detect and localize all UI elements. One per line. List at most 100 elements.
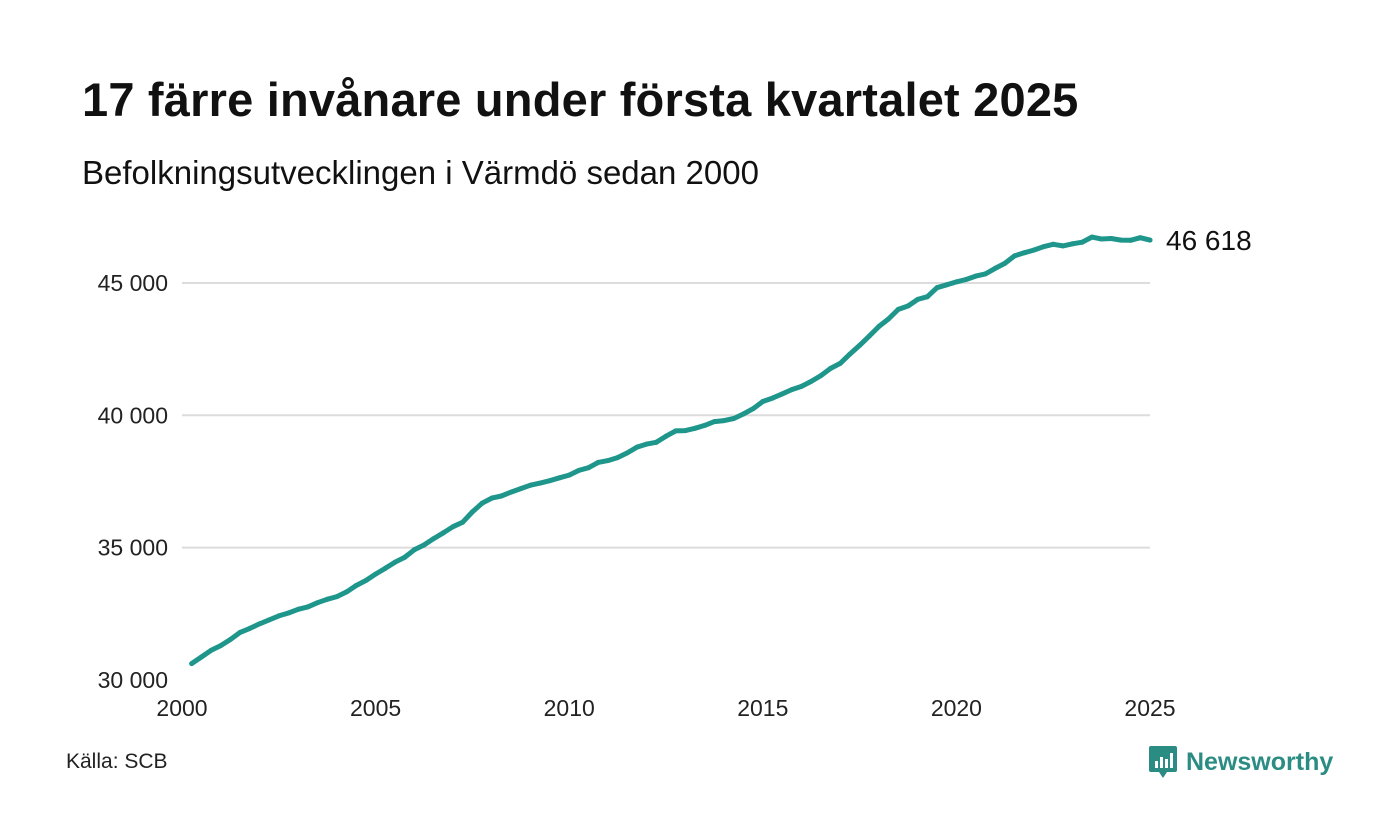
data-point [731, 416, 737, 421]
data-point [198, 654, 204, 660]
data-point [208, 647, 214, 653]
data-point [905, 303, 911, 309]
data-point [1031, 247, 1037, 253]
data-point [547, 478, 553, 484]
data-point [857, 342, 863, 348]
data-point [1012, 253, 1017, 259]
data-point [992, 265, 998, 271]
data-point [344, 589, 350, 595]
data-point [1060, 243, 1066, 249]
data-point [402, 554, 408, 560]
data-point [440, 530, 446, 536]
data-point [295, 606, 301, 612]
data-point [479, 500, 485, 506]
y-tick-label: 40 000 [98, 402, 168, 428]
data-point [886, 316, 892, 322]
data-point [431, 536, 437, 542]
data-point [615, 455, 621, 461]
data-point [924, 294, 930, 300]
data-point [363, 578, 369, 583]
data-point [508, 489, 514, 495]
data-point [489, 495, 495, 501]
chart-subtitle: Befolkningsutvecklingen i Värmdö sedan 2… [82, 154, 759, 191]
data-point [1050, 241, 1056, 247]
chart-title: 17 färre invånare under första kvartalet… [82, 73, 1079, 126]
data-point [498, 493, 504, 499]
data-point [276, 613, 282, 619]
data-point [1002, 260, 1008, 266]
data-point [566, 472, 572, 478]
data-points [189, 234, 1153, 667]
data-point [469, 509, 475, 515]
data-point [653, 439, 659, 445]
data-point [1021, 250, 1027, 256]
data-point [286, 610, 291, 616]
data-point [421, 542, 427, 548]
y-axis-tick-labels: 30 000 35 000 40 000 45 000 [98, 270, 168, 693]
data-point [1041, 244, 1046, 250]
data-point [373, 571, 379, 577]
data-point [702, 422, 708, 428]
data-point [1099, 236, 1105, 242]
data-point [944, 282, 950, 288]
data-point [450, 524, 456, 530]
data-point [837, 360, 843, 366]
data-point [266, 617, 272, 623]
data-point [1070, 241, 1076, 247]
data-point [1108, 236, 1114, 241]
data-point [1089, 234, 1095, 240]
data-point [673, 428, 679, 434]
data-point [528, 482, 533, 488]
y-tick-label: 45 000 [98, 270, 168, 296]
x-tick-label: 2020 [931, 695, 982, 721]
data-point [382, 565, 388, 571]
data-point [663, 433, 669, 439]
data-point [315, 600, 320, 606]
data-point [808, 378, 814, 384]
data-point [634, 444, 640, 450]
data-point [1147, 237, 1153, 243]
x-tick-label: 2025 [1124, 695, 1175, 721]
data-point [973, 273, 979, 279]
data-point [1079, 239, 1085, 245]
data-point [1137, 235, 1143, 241]
data-point [770, 395, 775, 401]
data-point [557, 475, 562, 481]
data-point [789, 387, 795, 393]
data-point [711, 419, 717, 425]
data-point [876, 323, 882, 329]
data-point [721, 418, 727, 424]
data-point [411, 547, 417, 553]
data-point [595, 459, 601, 465]
data-point [392, 559, 398, 565]
x-tick-label: 2005 [350, 695, 401, 721]
data-point [586, 465, 592, 471]
y-tick-label: 30 000 [98, 667, 168, 693]
data-point [605, 458, 611, 464]
data-point [189, 661, 195, 667]
data-point [740, 411, 746, 417]
data-point [305, 604, 311, 610]
data-point [324, 596, 330, 602]
data-point [818, 373, 824, 379]
data-point [518, 486, 524, 492]
data-point [750, 406, 756, 412]
data-point [682, 428, 688, 434]
data-point [982, 271, 988, 277]
end-value-label: 46 618 [1166, 225, 1252, 256]
data-point [624, 450, 630, 456]
population-line [189, 234, 1153, 667]
bar-chart-speech-bubble-icon [1149, 746, 1177, 778]
data-point [256, 621, 262, 627]
data-point [895, 306, 901, 312]
data-point [227, 637, 233, 642]
data-point [537, 480, 543, 486]
data-point [963, 277, 969, 282]
data-point [247, 625, 253, 631]
data-point [692, 425, 698, 431]
data-point [934, 285, 940, 291]
data-point [779, 391, 785, 397]
data-point [644, 441, 650, 447]
newsworthy-logo[interactable]: Newsworthy [1148, 744, 1333, 780]
data-point [353, 583, 359, 588]
